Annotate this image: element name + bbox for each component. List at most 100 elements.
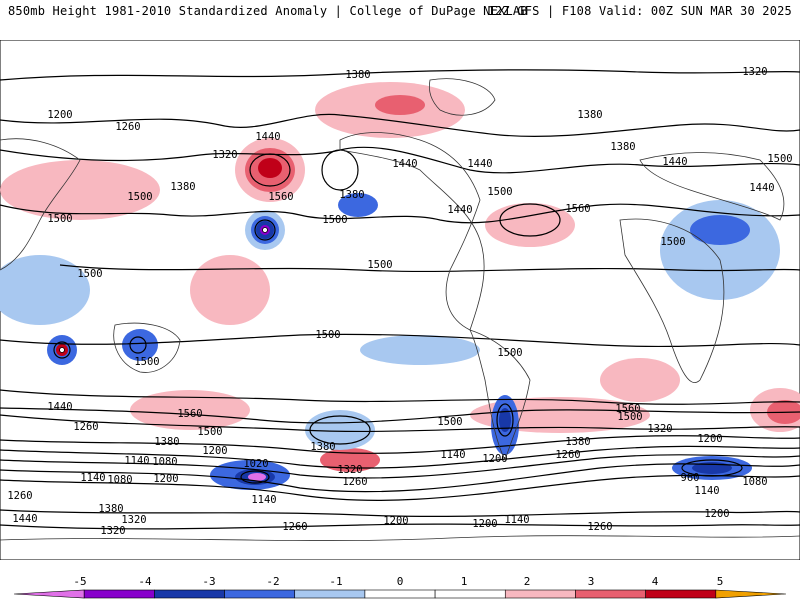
contour-label: 1440	[749, 182, 774, 194]
map-title: 850mb Height 1981-2010 Standardized Anom…	[8, 4, 528, 18]
contour-1560-south	[0, 389, 800, 405]
feature-markers	[59, 227, 268, 353]
anomaly-negative-europe-core	[690, 215, 750, 245]
contour-label: 1140	[80, 472, 105, 484]
legend-tick: -4	[138, 575, 152, 588]
contour-label: 1560	[615, 403, 640, 415]
coastline-greenland	[428, 78, 496, 116]
contour-label: 1200	[47, 109, 72, 121]
contour-label: 1260	[7, 490, 32, 502]
contour-1320-pole	[0, 523, 800, 530]
anomaly-negative-europe	[660, 200, 780, 300]
anomaly-positive-north-pacific-core	[258, 158, 282, 178]
anomaly-positive-central-atlantic	[485, 203, 575, 247]
contour-1320-north	[0, 69, 800, 81]
anomaly-negative-indian-ocean	[0, 255, 90, 325]
contour-label: 1080	[742, 476, 767, 488]
legend-tick: 4	[652, 575, 659, 588]
legend-segment	[364, 589, 436, 599]
contour-label: 1380	[345, 69, 370, 81]
contour-label: 1380	[98, 503, 123, 515]
contour-label: 1260	[115, 121, 140, 133]
legend-tick: 1	[461, 575, 468, 588]
legend-segment	[294, 589, 366, 599]
contour-1440-south-pacific	[309, 415, 371, 445]
contour-low-south-america	[496, 403, 514, 437]
legend-segment	[83, 589, 155, 599]
map-panel: 1380 1320 1200 1260 1440 1320 1380 1560 …	[0, 40, 800, 560]
contour-high-north-pacific	[249, 153, 291, 187]
legend-tick: 3	[588, 575, 595, 588]
contour-label: 1260	[587, 521, 612, 533]
legend-segment	[504, 589, 576, 599]
contour-label: 1500	[617, 411, 642, 423]
anomaly-negative-south-america-core	[499, 408, 511, 432]
contour-label: 1440	[47, 401, 72, 413]
legend-tick-labels: -5 -4 -3 -2 -1 0 1 2 3 4 5	[73, 575, 723, 588]
coastline-antarctica	[0, 535, 800, 541]
coastline-south-america	[469, 329, 531, 462]
contour-label: 1320	[337, 464, 362, 476]
legend-segment	[645, 589, 717, 599]
contour-low-south-indian	[53, 341, 71, 359]
legend-tick: -3	[202, 575, 215, 588]
anomaly-negative-south-pacific-west	[305, 410, 375, 450]
legend-segment	[575, 589, 646, 599]
contour-label: 1200	[153, 473, 178, 485]
contour-label: 1440	[392, 158, 417, 170]
coastline-north-america	[339, 132, 485, 331]
contour-low-australia	[129, 336, 147, 354]
contour-label: 1320	[121, 514, 146, 526]
low-center-marker	[262, 227, 268, 233]
contour-label: 1440	[255, 131, 280, 143]
coastline-europe	[639, 152, 785, 221]
contour-label: 1500	[77, 268, 102, 280]
contour-low-antarctic-indian	[681, 459, 743, 477]
contour-label: 1500	[437, 416, 462, 428]
legend-segment	[13, 589, 85, 599]
contour-label: 1200	[202, 445, 227, 457]
contour-label: 1200	[704, 508, 729, 520]
contour-1500-south	[0, 414, 800, 433]
contour-1380-south	[0, 435, 800, 454]
contour-label: 1500	[315, 329, 340, 341]
contour-1500-equator	[0, 333, 800, 348]
contour-label: 1200	[472, 518, 497, 530]
anomaly-positive-south-pacific	[130, 390, 250, 430]
contour-label: 1020	[243, 458, 268, 470]
legend-tick: -1	[329, 575, 342, 588]
contour-label: 1380	[170, 181, 195, 193]
coastline-asia-west	[0, 138, 81, 271]
contour-label: 1440	[467, 158, 492, 170]
contour-label: 1260	[555, 449, 580, 461]
legend-tick: 5	[717, 575, 724, 588]
anomaly-positive-asia	[0, 160, 160, 220]
legend-segment	[224, 589, 296, 599]
contour-label: 1500	[134, 356, 159, 368]
contour-label: 1080	[152, 456, 177, 468]
contour-label: 1140	[251, 494, 276, 506]
contour-1320-south	[0, 445, 800, 469]
anomaly-negative-gulf-alaska	[338, 193, 378, 217]
contour-1260-pole	[0, 509, 800, 518]
contour-label: 1260	[342, 476, 367, 488]
contour-1440-north	[0, 146, 800, 174]
anomaly-negative-australia	[122, 329, 158, 361]
legend-tick: 0	[397, 575, 404, 588]
height-contours	[0, 69, 800, 530]
coastline-africa	[619, 218, 725, 383]
anomaly-negative-antarctic-pacific-center	[248, 473, 266, 481]
contour-low-antarctic-pacific	[240, 470, 270, 484]
contour-label: 1500	[487, 186, 512, 198]
contour-label: 1560	[565, 203, 590, 215]
contour-label: 1380	[339, 189, 364, 201]
contour-label: 1500	[367, 259, 392, 271]
contour-label: 1380	[310, 441, 335, 453]
contour-label: 1500	[127, 191, 152, 203]
contour-label: 1500	[767, 153, 792, 165]
contour-1260-south	[0, 454, 800, 479]
legend-segment	[434, 589, 506, 599]
contour-1380-north	[0, 113, 800, 137]
contour-high-atlantic	[499, 203, 561, 237]
contour-label: 1200	[697, 433, 722, 445]
